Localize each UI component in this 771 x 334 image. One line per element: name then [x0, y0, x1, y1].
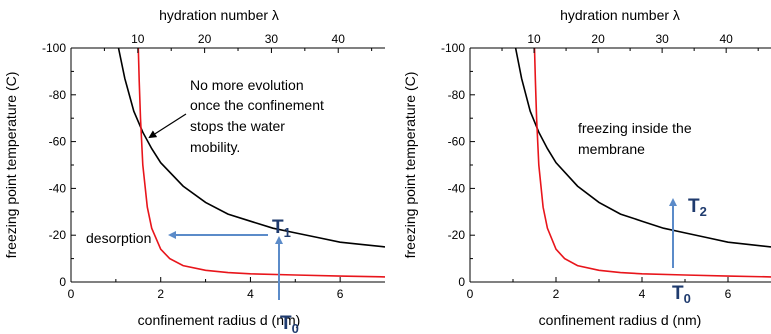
right-x-tick-label: 2	[553, 287, 560, 301]
left-red-curve	[137, 48, 385, 278]
right-series-layer	[514, 48, 771, 278]
left-x-tick-label: 4	[247, 287, 254, 301]
left-top-axis-title: hydration number λ	[159, 7, 279, 23]
right-top-tick-label: 20	[591, 32, 605, 46]
left-t0-label: T0	[280, 313, 299, 334]
right-x-tick-label: 4	[639, 287, 646, 301]
right-y-tick-label: -80	[448, 88, 466, 102]
left-y-tick-label: -40	[49, 181, 67, 195]
left-panel: 0 2 4 6 0 -20 -40 -60 -80 -100 10 20 30 40 hydration …	[3, 7, 385, 334]
left-note-line-3: stops the water	[190, 118, 285, 134]
left-y-tick-label: -80	[49, 88, 67, 102]
left-series-layer	[117, 48, 385, 278]
right-top-tick-label: 40	[719, 32, 733, 46]
right-top-axis-title: hydration number λ	[560, 7, 680, 23]
left-top-tick-label: 40	[332, 32, 346, 46]
left-y-axis-title: freezing point temperature (C)	[3, 72, 19, 259]
right-panel: 0 2 4 6 0 -20 -40 -60 -80 -100 10 20 30 40 hydration …	[402, 7, 771, 328]
right-x-tick-label: 0	[467, 287, 474, 301]
right-top-tick-label: 30	[655, 32, 669, 46]
left-top-tick-label: 20	[198, 32, 212, 46]
left-x-tick-label: 2	[157, 287, 164, 301]
right-y-tick-label: -20	[448, 228, 466, 242]
right-axes-layer: 0 2 4 6 0 -20 -40 -60 -80 -100 10 20 30 40	[441, 32, 771, 301]
left-x-tick-label: 0	[68, 287, 75, 301]
left-y-tick-label: -60	[49, 135, 67, 149]
left-x-axis-title: confinement radius d (nm)	[138, 312, 301, 328]
left-top-tick-label: 30	[265, 32, 279, 46]
left-axes-layer: 0 2 4 6 0 -20 -40 -60 -80 -100 10 20 30 40	[42, 32, 385, 301]
right-note-line-2: membrane	[578, 141, 645, 157]
left-t1-label: T1	[272, 217, 291, 240]
left-black-curve	[117, 48, 385, 248]
right-note-line-1: freezing inside the	[578, 120, 692, 136]
right-y-tick-label: 0	[458, 275, 465, 289]
left-note-line-1: No more evolution	[190, 77, 304, 93]
right-y-tick-label: -60	[448, 135, 466, 149]
left-note-arrow	[148, 113, 187, 139]
right-y-tick-label: -100	[441, 41, 465, 55]
right-y-axis-title: freezing point temperature (C)	[402, 72, 418, 259]
right-t0-label: T0	[672, 283, 691, 306]
left-top-tick-label: 10	[131, 32, 145, 46]
left-y-tick-label: -100	[42, 41, 66, 55]
left-note-line-4: mobility.	[190, 139, 240, 155]
right-x-axis-title: confinement radius d (nm)	[539, 312, 702, 328]
right-x-tick-label: 6	[725, 287, 732, 301]
right-top-tick-label: 10	[527, 32, 541, 46]
right-red-curve	[533, 48, 771, 278]
left-y-tick-label: -20	[49, 228, 67, 242]
left-desorption-label: desorption	[86, 230, 151, 246]
right-black-curve	[514, 48, 771, 248]
right-y-tick-label: -40	[448, 181, 466, 195]
left-x-tick-label: 6	[337, 287, 344, 301]
right-t2-label: T2	[688, 196, 707, 219]
left-y-tick-label: 0	[59, 275, 66, 289]
left-note-line-2: once the confinement	[190, 97, 324, 113]
